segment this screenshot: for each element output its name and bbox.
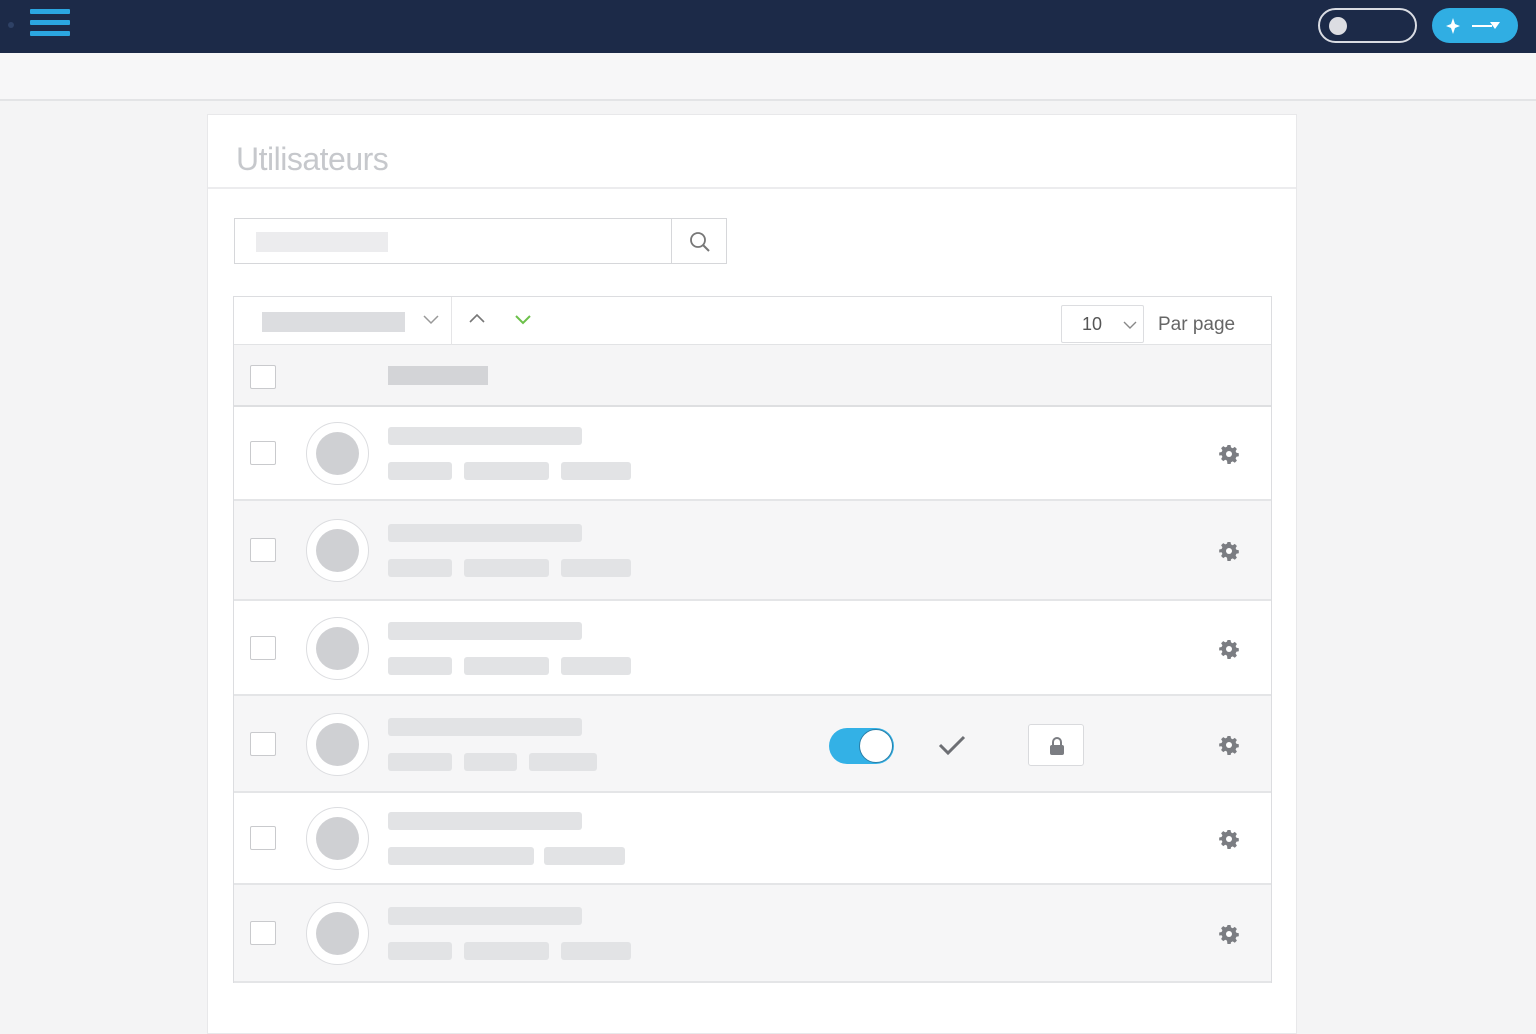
row-checkbox[interactable]	[250, 731, 276, 756]
detail-placeholder	[544, 847, 625, 865]
table-header	[234, 345, 1271, 407]
detail-placeholder	[464, 462, 549, 480]
table-row[interactable]	[234, 407, 1271, 501]
sort-ascending-icon[interactable]	[468, 312, 486, 324]
search-button[interactable]	[671, 219, 726, 263]
add-action-button[interactable]	[1432, 8, 1518, 43]
column-header-placeholder	[388, 366, 488, 385]
table-row[interactable]	[234, 793, 1271, 885]
lock-button[interactable]	[1028, 723, 1084, 766]
detail-placeholder	[529, 752, 597, 771]
table-row[interactable]	[234, 501, 1271, 601]
sparkle-arrow-icon	[1446, 17, 1500, 34]
avatar	[306, 616, 369, 680]
row-checkbox[interactable]	[250, 635, 276, 660]
detail-placeholder	[464, 656, 549, 675]
name-placeholder	[388, 812, 582, 830]
row-checkbox[interactable]	[250, 826, 276, 850]
detail-placeholder	[561, 462, 631, 480]
avatar	[306, 712, 369, 776]
active-toggle[interactable]	[829, 727, 894, 764]
theme-toggle[interactable]	[1318, 8, 1417, 43]
detail-placeholder	[388, 462, 452, 480]
select-all-checkbox[interactable]	[250, 365, 276, 389]
gear-icon[interactable]	[1219, 735, 1239, 756]
search-input[interactable]	[234, 218, 727, 264]
check-icon	[938, 735, 966, 755]
row-checkbox[interactable]	[250, 441, 276, 465]
avatar	[306, 902, 369, 965]
users-table: 10 Par page	[233, 296, 1272, 983]
status-dot	[8, 22, 14, 28]
chevron-down-icon[interactable]	[422, 314, 440, 326]
detail-placeholder	[388, 942, 452, 960]
detail-placeholder	[388, 752, 452, 771]
per-page-value: 10	[1082, 314, 1103, 334]
table-row[interactable]	[234, 885, 1271, 983]
name-placeholder	[388, 427, 582, 445]
detail-placeholder	[464, 752, 517, 771]
sort-descending-icon[interactable]	[514, 314, 532, 326]
detail-placeholder	[464, 942, 549, 960]
row-checkbox[interactable]	[250, 921, 276, 945]
gear-icon[interactable]	[1219, 541, 1239, 562]
per-page-label: Par page	[1158, 314, 1236, 335]
detail-placeholder	[464, 559, 549, 577]
name-placeholder	[388, 907, 582, 925]
detail-placeholder	[561, 942, 631, 960]
detail-placeholder	[388, 847, 534, 865]
avatar	[306, 519, 369, 582]
page-title: Utilisateurs	[236, 141, 389, 177]
name-placeholder	[388, 621, 582, 640]
avatar	[306, 422, 369, 485]
detail-placeholder	[388, 656, 452, 675]
search-icon	[690, 232, 710, 252]
table-row[interactable]	[234, 601, 1271, 696]
detail-placeholder	[561, 656, 631, 675]
lock-icon	[1050, 736, 1064, 755]
gear-icon[interactable]	[1219, 829, 1239, 850]
detail-placeholder	[388, 559, 452, 577]
table-toolbar: 10 Par page	[234, 297, 1271, 345]
per-page-select[interactable]: 10	[1061, 305, 1144, 343]
top-navbar	[0, 0, 1536, 53]
detail-placeholder	[561, 559, 631, 577]
avatar	[306, 807, 369, 870]
name-placeholder	[388, 717, 582, 736]
gear-icon[interactable]	[1219, 639, 1239, 660]
sub-header	[0, 53, 1536, 101]
hamburger-menu-icon[interactable]	[30, 9, 70, 41]
chevron-down-icon	[1123, 321, 1137, 329]
search-placeholder	[256, 232, 388, 252]
gear-icon[interactable]	[1219, 444, 1239, 465]
users-card: Utilisateurs 10 Par page	[207, 114, 1297, 1034]
table-row[interactable]	[234, 696, 1271, 793]
sort-field-select[interactable]	[262, 312, 405, 332]
name-placeholder	[388, 524, 582, 542]
gear-icon[interactable]	[1219, 924, 1239, 945]
row-checkbox[interactable]	[250, 538, 276, 562]
